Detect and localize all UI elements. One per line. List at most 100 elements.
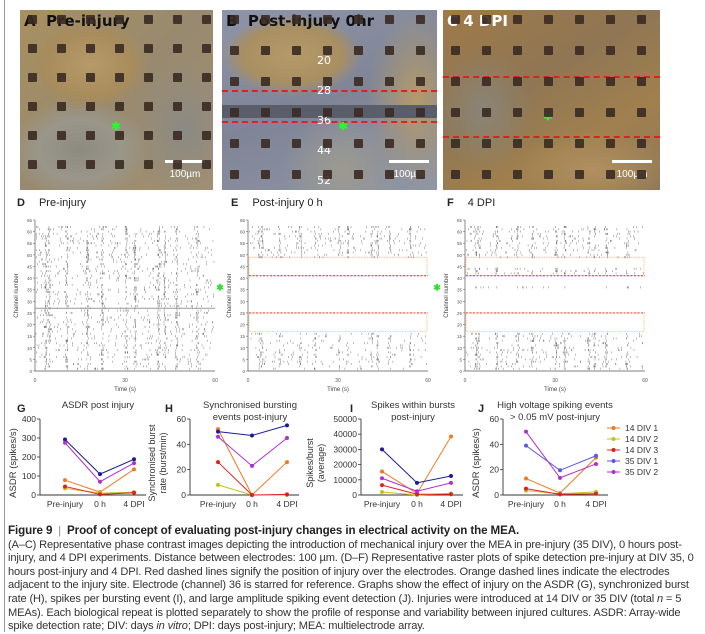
y-tick-label: 20 (490, 465, 500, 475)
panel-letter: J (478, 403, 484, 415)
x-tick-label: 60 (425, 378, 431, 384)
electrode (482, 108, 491, 117)
y-tick-label: 45 (240, 264, 246, 269)
electrode (292, 15, 301, 24)
y-tick-label: 60 (240, 230, 246, 235)
data-point (250, 493, 254, 497)
electrode (86, 15, 95, 24)
electrode (354, 77, 363, 86)
y-tick-label: 200 (22, 452, 36, 462)
electrode (575, 170, 584, 179)
y-tick-label: 50 (27, 253, 33, 258)
electrode (292, 170, 301, 179)
y-tick-label: 400 (22, 414, 36, 424)
electrode (28, 15, 37, 24)
x-tick-label: Pre-injury (47, 499, 84, 509)
phase-contrast-image-4dpi: C 4 DPI ✱ 100µm (443, 10, 660, 190)
electrode (173, 102, 182, 111)
y-tick-label: 30 (240, 299, 246, 304)
electrode (57, 44, 66, 53)
y-tick-label: 35 (457, 288, 463, 293)
y-tick-label: 20 (457, 323, 463, 328)
data-point (558, 492, 562, 497)
electrode (230, 15, 239, 24)
electrode (57, 73, 66, 82)
adjacent-electrodes-box (465, 312, 645, 332)
electrode (416, 46, 425, 55)
y-tick-label: 25 (457, 311, 463, 316)
data-point (558, 475, 562, 480)
data-point (98, 479, 102, 484)
data-point (524, 443, 528, 448)
x-tick-label: 30 (552, 378, 558, 384)
data-point (594, 461, 598, 466)
y-axis-label: ASDR (spikes/s) (471, 428, 482, 498)
electrode (482, 46, 491, 55)
y-tick-label: 300 (22, 433, 36, 443)
electrode (637, 15, 646, 24)
electrode (202, 102, 211, 111)
electrode (173, 73, 182, 82)
line-charts: G ASDR post injury0100200300400Pre-injury… (8, 400, 658, 509)
y-tick-label: 25 (240, 311, 246, 316)
caption-label: Figure 9 (8, 524, 53, 537)
data-point (216, 460, 220, 465)
y-tick-label: 40 (490, 439, 500, 449)
legend-marker (611, 448, 616, 452)
electrode (323, 139, 332, 148)
electrode (57, 102, 66, 111)
x-tick-label: 0 h (94, 499, 106, 509)
data-point (250, 463, 254, 468)
y-tick-label: 55 (457, 241, 463, 246)
electrode (513, 139, 522, 148)
y-tick-label: 15 (240, 334, 246, 339)
y-tick-label: 40 (27, 276, 33, 281)
caption-title: Proof of concept of evaluating post-inju… (67, 524, 520, 537)
electrode (230, 46, 239, 55)
y-axis-label: Spikes/burst (305, 438, 315, 488)
legend-marker (611, 437, 616, 441)
scale-bar: 100µm (165, 160, 205, 182)
electrode (416, 108, 425, 117)
electrode (86, 44, 95, 53)
data-point (449, 480, 453, 485)
y-axis-label: Channel number (14, 273, 20, 317)
chart-title: ASDR post injury (62, 400, 135, 411)
data-point (132, 457, 136, 462)
electrode (606, 46, 615, 55)
electrode (416, 170, 425, 179)
y-tick-label: 40 (457, 276, 463, 281)
electrode (575, 108, 584, 117)
electrode (173, 44, 182, 53)
adjacent-electrodes-box (248, 256, 428, 277)
legend-label: 35 DIV 2 (625, 467, 658, 477)
data-point (216, 434, 220, 439)
electrode (202, 73, 211, 82)
raster-d-heading: D Pre-injury (17, 197, 87, 209)
electrode (544, 108, 553, 117)
caption-separator: | (58, 525, 62, 537)
x-tick-label: 0 h (411, 499, 423, 509)
electrode (323, 15, 332, 24)
y-axis-label: Channel number (227, 273, 233, 317)
electrode (261, 108, 270, 117)
electrode (637, 77, 646, 86)
y-tick-label: 5 (242, 357, 245, 362)
data-point (216, 482, 220, 487)
x-tick-label: 0 (464, 378, 467, 384)
y-tick-label: 0 (31, 490, 36, 500)
data-point (98, 492, 102, 497)
data-point (524, 429, 528, 434)
x-tick-label: 30 (122, 378, 128, 384)
electrode (144, 131, 153, 140)
y-tick-label: 10 (27, 346, 33, 351)
y-tick-label: 65 (27, 218, 33, 223)
x-tick-label: Pre-injury (364, 499, 401, 509)
electrode (513, 15, 522, 24)
electrode (323, 170, 332, 179)
data-point (380, 447, 384, 452)
injury-line (222, 121, 437, 123)
